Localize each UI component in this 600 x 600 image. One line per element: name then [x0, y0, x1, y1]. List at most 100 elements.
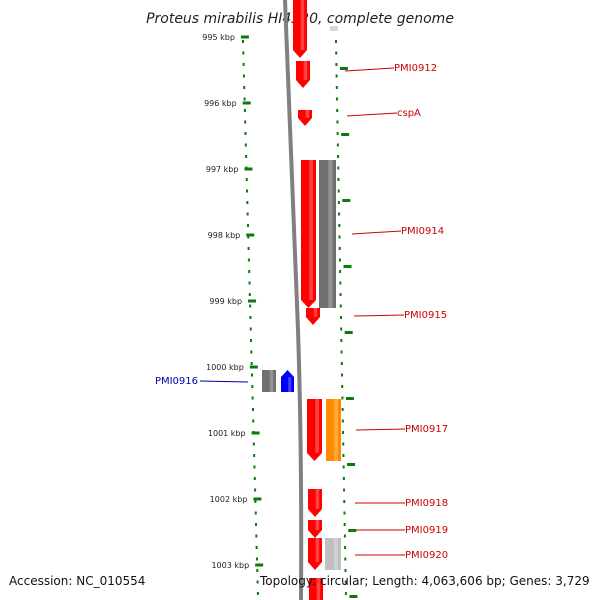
tick-mark-right	[348, 529, 357, 532]
tick-mark	[242, 101, 251, 105]
ruler-stub	[330, 26, 338, 31]
ruler-dot	[250, 362, 253, 365]
cds-pmi0917	[307, 399, 322, 461]
ruler-dot	[336, 132, 339, 135]
ruler-dot	[255, 557, 258, 561]
ruler-dot	[243, 109, 246, 112]
ruler-dot	[335, 63, 338, 66]
cds-cspa	[298, 110, 312, 126]
feature-lightgray-pmi0920-shine	[333, 538, 338, 570]
ruler-dot	[335, 86, 338, 89]
ruler-dot	[253, 477, 256, 480]
cds-pmi0914-shine	[309, 160, 313, 300]
ruler-dot	[338, 247, 341, 250]
ruler-dot	[244, 132, 247, 135]
ruler-dot	[344, 546, 347, 549]
ruler-dot	[341, 396, 344, 400]
label-layer: PMI0912 cspA PMI0914 PMI0915 PMI0916 PMI0917 P…	[155, 63, 448, 561]
ruler-dot	[249, 327, 252, 331]
ruler-dot	[337, 155, 340, 158]
ruler-dot	[343, 500, 346, 503]
ruler-dot	[255, 546, 258, 549]
cds-pmi0912-shine	[303, 61, 308, 80]
cds-pmi0916	[281, 370, 294, 392]
tick-mark	[253, 497, 262, 501]
ruler-dot	[339, 304, 342, 308]
ruler-dot	[256, 580, 259, 584]
cds-pmi0918	[308, 489, 322, 517]
ruler-dot	[338, 235, 341, 239]
ruler-dot	[242, 51, 245, 55]
ruler-dot	[247, 258, 250, 262]
tick-label: 1001 kbp	[208, 429, 246, 438]
ruler-dot	[242, 63, 245, 66]
ruler-dot	[245, 155, 248, 158]
feature-gray-pmi0916	[262, 370, 276, 392]
ruler-dot	[248, 270, 251, 273]
cds-bottom-shine	[316, 578, 321, 600]
tick-mark-right	[347, 463, 356, 466]
ruler-dot	[341, 419, 344, 423]
tick-label: 999 kbp	[209, 297, 242, 306]
ruler-dot	[341, 408, 344, 411]
ruler-dot	[335, 51, 338, 55]
label-leader-line	[199, 380, 249, 383]
feature-gray-pmi0914	[319, 160, 336, 308]
gene-label[interactable]: PMI0915	[404, 310, 447, 321]
ruler-dot	[340, 327, 343, 331]
ruler-dot	[250, 373, 253, 377]
ruler-dot	[338, 258, 341, 262]
cds-pmi0915	[306, 308, 320, 325]
gene-label[interactable]: PMI0914	[401, 226, 444, 237]
ruler-dot	[340, 339, 343, 342]
ruler-dot	[336, 109, 339, 112]
feature-orange-pmi0917	[326, 399, 341, 461]
tick-mark	[255, 563, 264, 567]
cds-pmi0918-shine	[315, 489, 320, 509]
ruler-dot	[339, 316, 342, 319]
ruler-dot	[249, 316, 252, 319]
gene-label[interactable]: PMI0918	[405, 498, 448, 509]
tick-mark-right	[339, 67, 348, 70]
ruler-dot	[252, 442, 255, 446]
ruler-dot	[251, 408, 254, 411]
label-leader-line	[353, 314, 405, 317]
ruler-dot	[243, 97, 246, 101]
cds-top	[293, 0, 307, 58]
ruler-dot	[337, 178, 340, 181]
ruler-dot	[343, 523, 346, 526]
ruler-dot	[343, 534, 346, 538]
tick-mark	[248, 299, 257, 303]
tick-mark	[244, 167, 253, 171]
ruler-dot	[342, 442, 345, 446]
tick-mark-right	[342, 199, 351, 202]
gene-label[interactable]: PMI0912	[394, 63, 437, 74]
tick-mark-right	[344, 331, 353, 334]
ruler-dot	[248, 293, 251, 296]
feature-gray-pmi0914-shine	[328, 160, 333, 308]
ruler-dot	[242, 40, 244, 43]
gene-label[interactable]: PMI0920	[405, 550, 448, 561]
gene-label[interactable]: PMI0916	[155, 376, 198, 387]
tick-mark-right	[341, 133, 350, 136]
ruler-dot	[336, 120, 339, 124]
ruler-dot	[342, 454, 345, 457]
ruler-dot	[339, 293, 342, 296]
tick-mark	[251, 431, 260, 435]
ruler-dot	[253, 465, 256, 469]
gene-label[interactable]: PMI0919	[405, 525, 448, 536]
tick-layer: 995 kbp 996 kbp 997 kbp 998 kbp 999 kbp 1000 …	[202, 33, 358, 598]
tick-mark	[249, 365, 258, 369]
ruler-dot	[256, 569, 259, 572]
ruler-dot	[248, 281, 251, 285]
cds-pmi0920	[308, 538, 322, 570]
ruler-dot	[255, 534, 258, 538]
ruler-dot	[256, 592, 259, 595]
ruler-dot	[243, 86, 246, 89]
gene-label[interactable]: cspA	[397, 108, 421, 119]
cds-pmi0915-shine	[313, 308, 318, 317]
ruler-dot	[254, 511, 257, 515]
ruler-dot	[340, 350, 343, 354]
ruler-dot	[338, 212, 341, 216]
gene-label[interactable]: PMI0917	[405, 424, 448, 435]
